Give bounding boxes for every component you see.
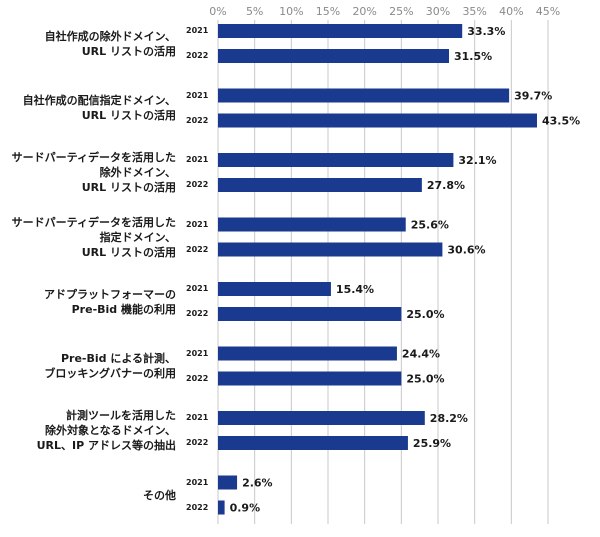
bar-value-label: 28.2%: [430, 412, 468, 425]
bar-value-label: 39.7%: [514, 90, 552, 103]
bar: [218, 49, 449, 63]
series-year-label: 2022: [186, 309, 209, 318]
bar-value-label: 33.3%: [467, 25, 505, 38]
bar: [218, 500, 225, 515]
category-label: その他: [143, 488, 176, 502]
x-tick-label: 25%: [389, 5, 413, 18]
category-label: Pre-Bid による計測、 ブロッキングバナーの利用: [44, 352, 176, 380]
bar: [218, 217, 406, 232]
category-label: 自社作成の配信指定ドメイン、 URL リストの活用: [22, 94, 176, 122]
bar-value-label: 25.6%: [411, 219, 449, 232]
bar-value-label: 0.9%: [230, 502, 261, 515]
bar-value-label: 25.0%: [406, 373, 444, 386]
bar: [218, 475, 238, 490]
bar: [218, 178, 422, 192]
x-tick-label: 40%: [499, 5, 523, 18]
category-label: サードパーティデータを活用した 除外ドメイン、 URL リストの活用: [11, 151, 176, 194]
x-tick-label: 20%: [352, 5, 376, 18]
bar-value-label: 32.1%: [458, 154, 496, 167]
x-tick-label: 0%: [209, 5, 226, 18]
bar: [218, 411, 425, 425]
bar-value-label: 25.0%: [406, 308, 444, 321]
series-year-label: 2021: [186, 348, 209, 358]
series-year-label: 2021: [186, 90, 209, 100]
series-year-label: 2021: [186, 26, 209, 35]
bar-value-label: 31.5%: [454, 50, 492, 63]
bar: [218, 436, 408, 450]
bar: [218, 113, 537, 128]
series-year-label: 2022: [186, 373, 209, 383]
bar-value-label: 43.5%: [542, 115, 580, 128]
series-year-label: 2021: [186, 284, 209, 293]
x-tick-label: 45%: [536, 5, 560, 18]
x-tick-label: 5%: [246, 5, 263, 18]
bar: [218, 153, 454, 167]
series-year-label: 2021: [186, 477, 209, 487]
bar-value-label: 27.8%: [427, 179, 465, 192]
x-tick-label: 30%: [426, 5, 450, 18]
series-year-label: 2022: [186, 180, 209, 189]
bar: [218, 242, 443, 257]
category-label: 自社作成の除外ドメイン、 URL リストの活用: [44, 29, 176, 58]
series-year-label: 2022: [186, 51, 209, 60]
x-tick-label: 35%: [462, 5, 486, 18]
bar: [218, 346, 397, 361]
series-year-label: 2022: [186, 115, 209, 125]
bar: [218, 371, 402, 386]
bar-value-label: 25.9%: [413, 437, 451, 450]
series-year-label: 2021: [186, 219, 209, 229]
category-label: サードパーティデータを活用した 指定ドメイン、 URL リストの活用: [11, 215, 176, 259]
series-year-label: 2021: [186, 155, 209, 164]
bar: [218, 88, 510, 103]
category-label: 計測ツールを活用した 除外対象となるドメイン、 URL、IP アドレス等の抽出: [36, 409, 176, 452]
series-year-label: 2022: [186, 244, 209, 254]
x-tick-label: 15%: [316, 5, 340, 18]
series-year-label: 2022: [186, 438, 209, 447]
bar-value-label: 30.6%: [447, 244, 485, 257]
bar: [218, 24, 463, 38]
bar-value-label: 2.6%: [242, 477, 273, 490]
series-year-label: 2022: [186, 502, 209, 512]
bar-value-label: 24.4%: [402, 348, 440, 361]
bar-value-label: 15.4%: [336, 283, 374, 296]
series-year-label: 2021: [186, 413, 209, 422]
bar: [218, 282, 331, 296]
category-label: アドプラットフォーマーの Pre-Bid 機能の利用: [44, 287, 176, 316]
bar: [218, 307, 402, 321]
x-tick-label: 10%: [279, 5, 303, 18]
